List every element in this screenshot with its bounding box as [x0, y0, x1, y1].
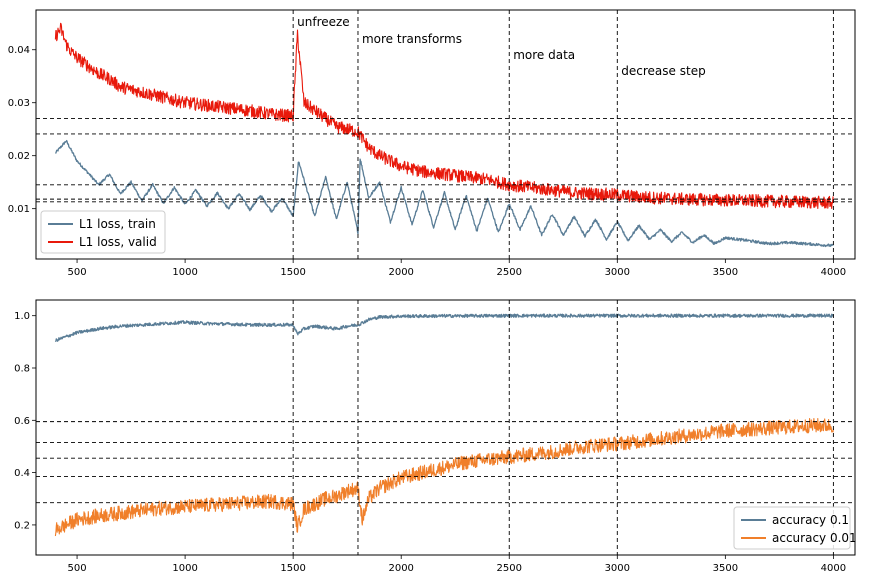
series-line-valid: [54, 22, 834, 210]
legend-label: accuracy 0.1: [772, 513, 849, 527]
y-tick-label: 0.8: [14, 364, 30, 375]
legend-label: accuracy 0.01: [772, 531, 857, 545]
plot-area: [54, 313, 835, 537]
x-tick-label: 500: [68, 267, 87, 278]
x-tick-label: 4000: [821, 267, 846, 278]
plot-area: [54, 22, 834, 248]
y-tick-label: 0.6: [14, 416, 30, 427]
y-tick-label: 0.03: [8, 98, 30, 109]
y-tick-label: 0.2: [14, 520, 30, 531]
legend-label: L1 loss, train: [79, 217, 156, 231]
x-tick-label: 1000: [172, 563, 197, 574]
x-tick-label: 3500: [713, 563, 738, 574]
y-tick-label: 1.0: [14, 311, 30, 322]
x-tick-label: 3000: [605, 563, 630, 574]
y-tick-label: 0.04: [8, 45, 30, 56]
series-line-acc-001: [54, 417, 834, 537]
axes-frame: [35, 299, 856, 556]
x-tick-label: 1500: [280, 563, 305, 574]
x-tick-label: 3000: [605, 267, 630, 278]
x-tick-label: 2500: [497, 563, 522, 574]
x-tick-label: 3500: [713, 267, 738, 278]
x-tick-label: 2000: [388, 563, 413, 574]
legend-label: L1 loss, valid: [79, 235, 157, 249]
x-tick-label: 4000: [821, 563, 846, 574]
y-tick-label: 0.02: [8, 151, 30, 162]
accuracy-chart: 500 1000 1500 2000 2500 3000 3500 4000 0.2 0.4 0.6…: [14, 299, 857, 574]
annotation-label: decrease step: [621, 64, 705, 78]
x-tick-label: 2500: [497, 267, 522, 278]
annotation-label: more data: [513, 48, 575, 62]
series-line-acc-01: [54, 313, 835, 342]
annotation-label: unfreeze: [297, 15, 350, 29]
axes-frame: [35, 9, 856, 260]
series-line-train: [54, 139, 834, 248]
loss-chart: 500 1000 1500 2000 2500 3000 3500 4000 0.01 0.02 0…: [8, 9, 856, 278]
x-tick-label: 1500: [280, 267, 305, 278]
y-tick-label: 0.4: [14, 468, 30, 479]
x-tick-label: 1000: [172, 267, 197, 278]
y-tick-label: 0.01: [8, 204, 30, 215]
x-tick-label: 2000: [388, 267, 413, 278]
legend: accuracy 0.1 accuracy 0.01: [733, 506, 857, 550]
annotation-label: more transforms: [362, 32, 462, 46]
legend: L1 loss, train L1 loss, valid: [40, 210, 166, 254]
x-tick-label: 500: [68, 563, 87, 574]
